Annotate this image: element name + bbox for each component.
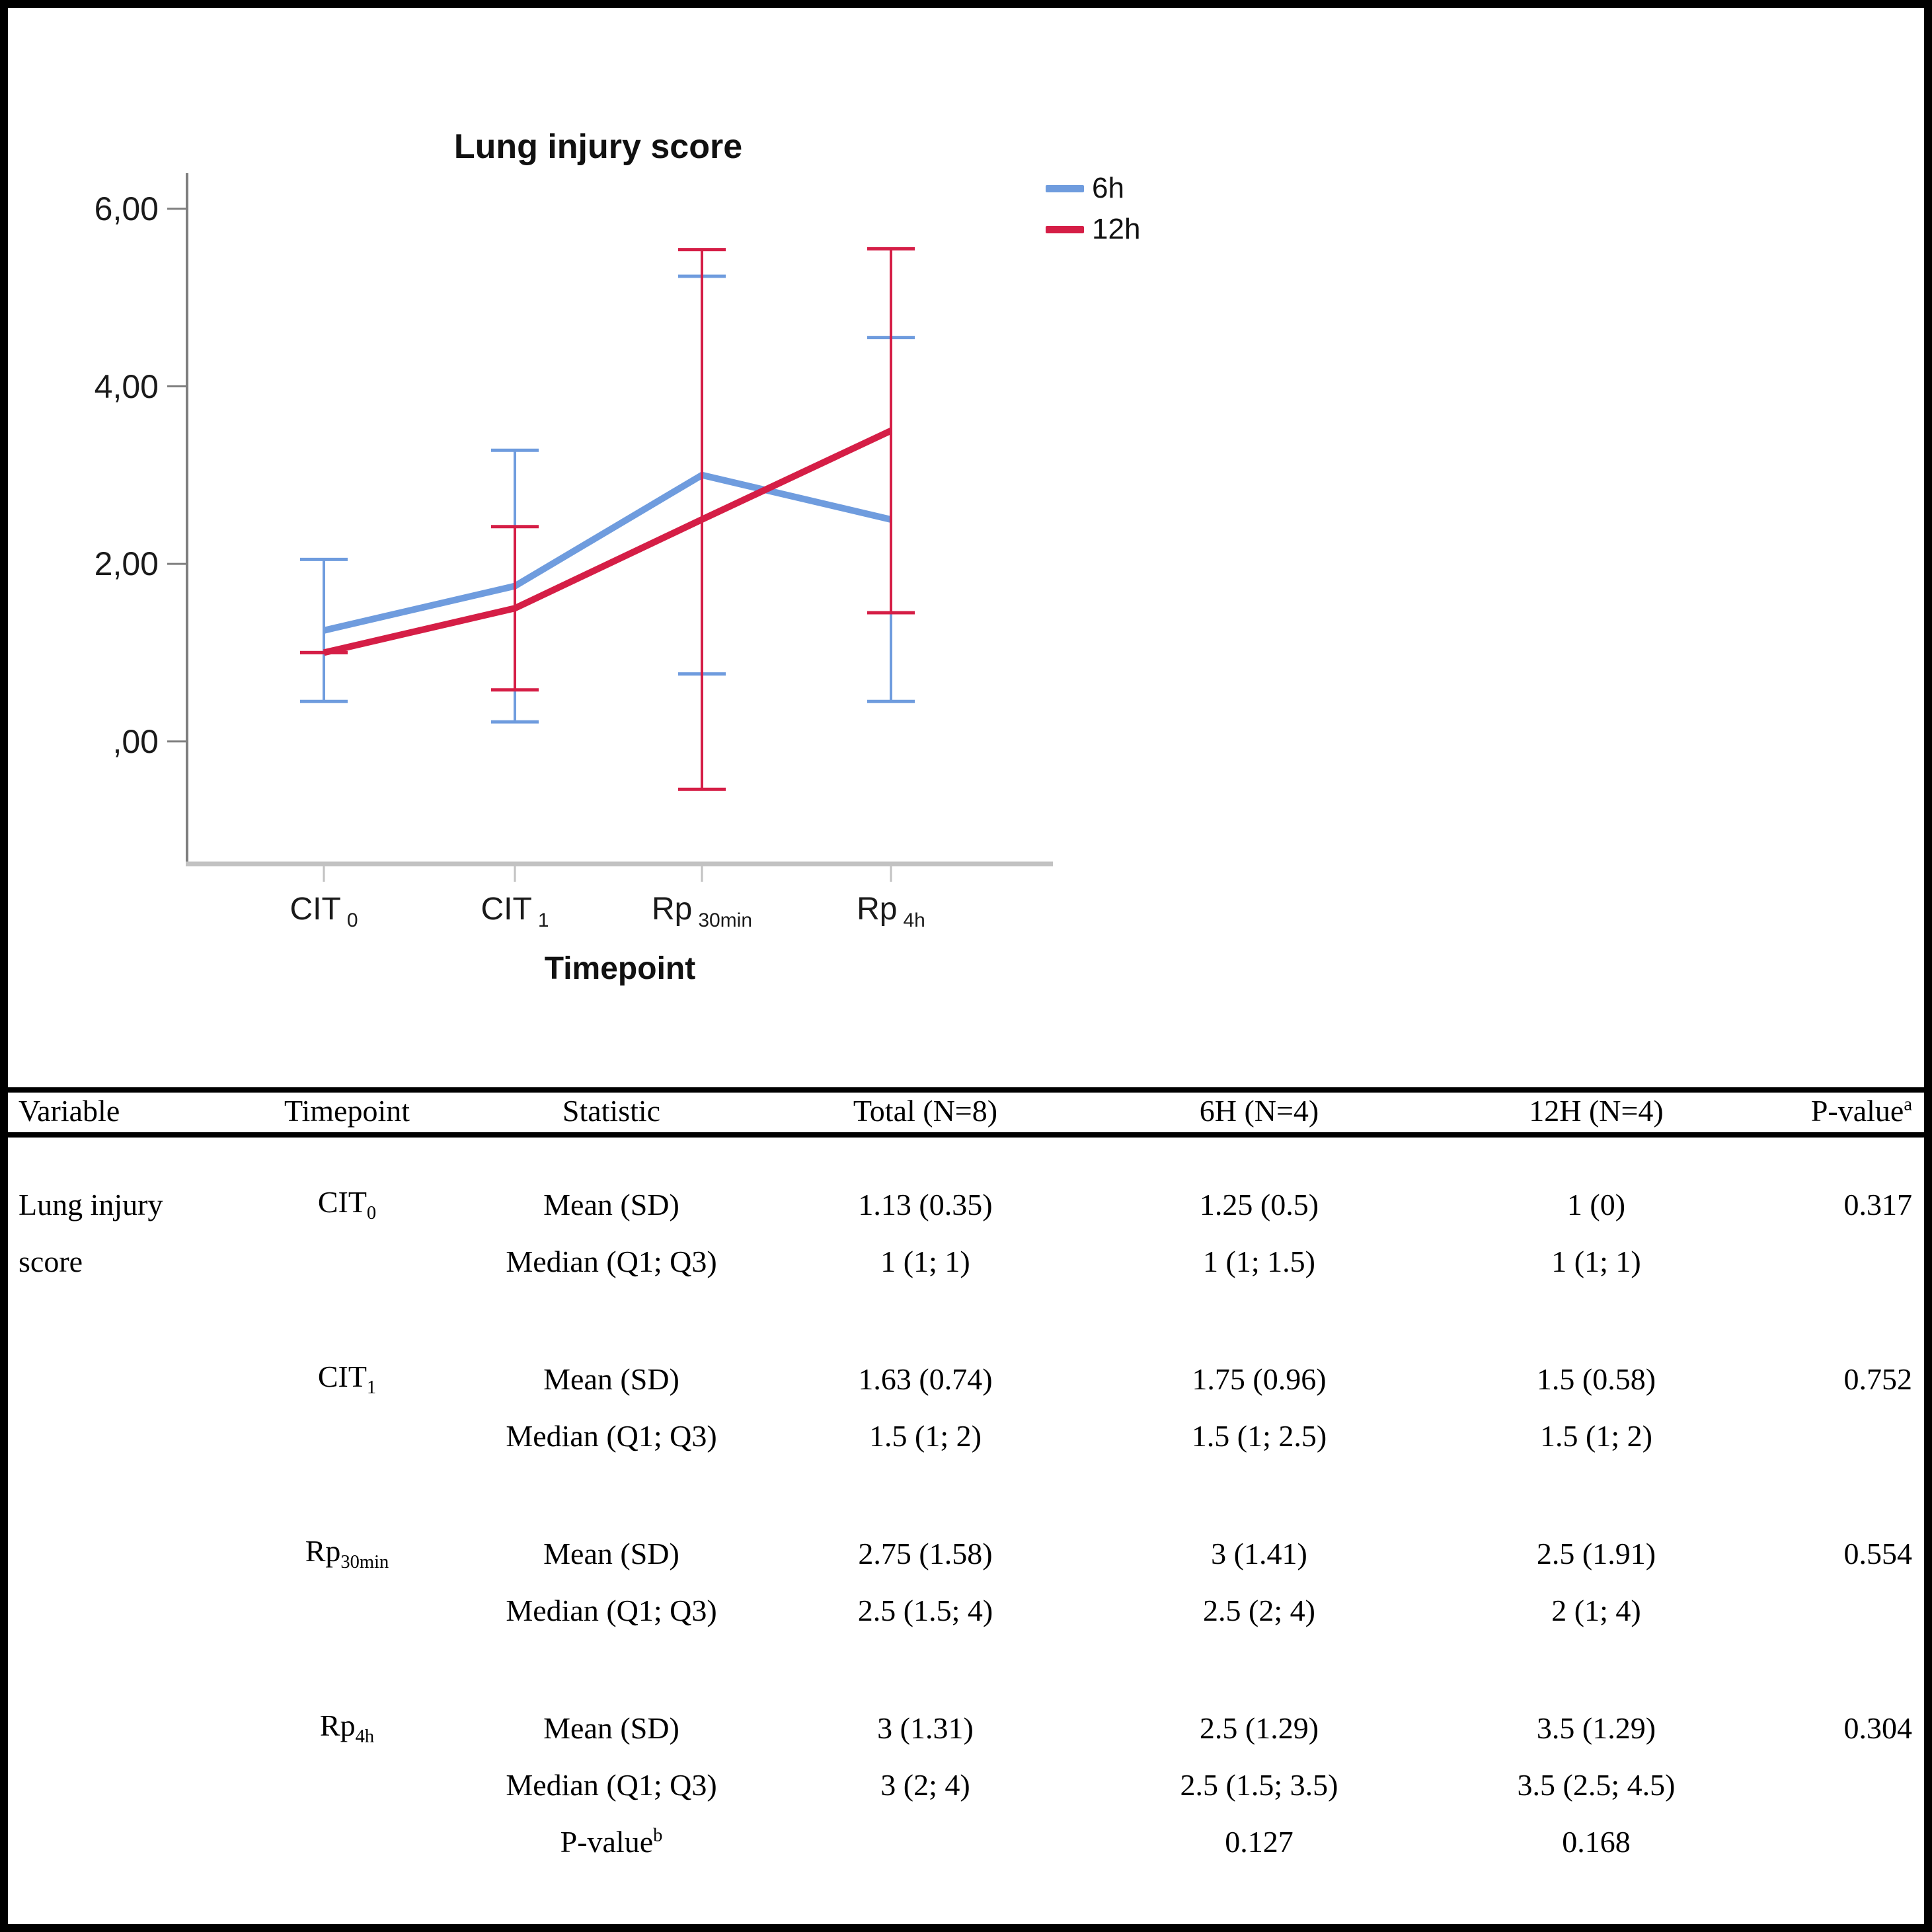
- table-cell: Mean (SD): [543, 1711, 679, 1745]
- table-row: Rp30min Mean (SD) 2.75 (1.58) 3 (1.41) 2.5 (…: [0, 1525, 1932, 1582]
- table-cell: 2.5 (2; 4): [1203, 1593, 1315, 1627]
- y-tick-label-0: ,00: [112, 723, 159, 760]
- table-cell: 1.5 (1; 2): [1540, 1418, 1652, 1453]
- table-group: CIT1 Mean (SD) 1.63 (0.74) 1.75 (0.96) 1.5 (…: [0, 1350, 1932, 1464]
- table-cell: 1 (1; 1): [1551, 1244, 1641, 1278]
- table-group: Rp30min Mean (SD) 2.75 (1.58) 3 (1.41) 2.5 (…: [0, 1525, 1932, 1639]
- table-cell: 1.75 (0.96): [1192, 1362, 1327, 1396]
- table-row: Median (Q1; Q3) 3 (2; 4) 2.5 (1.5; 3.5) 3.5…: [0, 1756, 1932, 1813]
- table-header-rule: [0, 1132, 1932, 1138]
- table-cell: 1.5 (1; 2.5): [1191, 1418, 1327, 1453]
- table-cell: Variable: [19, 1093, 120, 1128]
- table-cell: 0.127: [1225, 1824, 1294, 1859]
- table-cell: 3 (1.31): [877, 1711, 974, 1745]
- table-cell: 1 (1; 1.5): [1203, 1244, 1315, 1278]
- x-tick-label-rp4h: Rp 4h: [857, 892, 925, 931]
- table-group: Rp4h Mean (SD) 3 (1.31) 2.5 (1.29) 3.5 (1.29…: [0, 1699, 1932, 1870]
- table-cell: 0.752: [1843, 1362, 1913, 1396]
- chart-title: Lung injury score: [453, 128, 743, 166]
- table-cell: Median (Q1; Q3): [506, 1418, 717, 1453]
- table-cell: Statistic: [562, 1093, 661, 1128]
- table-row: Median (Q1; Q3) 1.5 (1; 2) 1.5 (1; 2.5) 1.5…: [0, 1407, 1932, 1464]
- table-row: Lung injury CIT0 Mean (SD) 1.13 (0.35) 1.25 …: [0, 1176, 1932, 1233]
- table-row: Median (Q1; Q3) 2.5 (1.5; 4) 2.5 (2; 4) 2 (…: [0, 1582, 1932, 1639]
- table-cell: 1.63 (0.74): [858, 1362, 993, 1396]
- table-cell: 3.5 (1.29): [1536, 1711, 1656, 1745]
- table-cell: 1 (0): [1566, 1187, 1626, 1221]
- table-top-rule: [0, 1087, 1932, 1093]
- table-cell: Median (Q1; Q3): [506, 1593, 717, 1627]
- table-group: Lung injury CIT0 Mean (SD) 1.13 (0.35) 1.25 …: [0, 1176, 1932, 1290]
- table-cell: 1.13 (0.35): [858, 1187, 993, 1221]
- table-cell: Rp4h: [319, 1708, 375, 1748]
- legend-label-12h: 12h: [1092, 213, 1141, 245]
- y-tick-label-4: 4,00: [94, 368, 159, 405]
- table-cell: 0.554: [1843, 1536, 1913, 1570]
- y-tick-label-2: 2,00: [94, 545, 159, 582]
- table-row: Rp4h Mean (SD) 3 (1.31) 2.5 (1.29) 3.5 (1.29…: [0, 1699, 1932, 1756]
- table-cell: 2.5 (1.29): [1199, 1711, 1319, 1745]
- table-cell: Timepoint: [284, 1093, 410, 1128]
- y-tick-label-6: 6,00: [94, 190, 159, 227]
- table-cell: Lung injury: [19, 1187, 163, 1221]
- chart-plot: [167, 173, 1053, 882]
- table-cell: Mean (SD): [543, 1362, 679, 1396]
- table-cell: 2.5 (1.91): [1536, 1536, 1656, 1570]
- table-cell: 3 (2; 4): [880, 1767, 970, 1802]
- chart-legend: 6h 12h: [1046, 172, 1141, 255]
- legend-line-6h: [1046, 184, 1084, 192]
- lung-injury-chart: Lung injury score 6,00 4,00 2,00 ,00 CIT…: [94, 128, 1141, 986]
- table-row: score Median (Q1; Q3) 1 (1; 1) 1 (1; 1.5) 1 …: [0, 1233, 1932, 1290]
- table-cell: CIT0: [317, 1184, 377, 1224]
- table-cell: score: [19, 1244, 83, 1278]
- table-cell: Median (Q1; Q3): [506, 1244, 717, 1278]
- table-cell: 12H (N=4): [1529, 1093, 1664, 1128]
- table-cell: CIT1: [317, 1359, 377, 1399]
- table-cell: 3.5 (2.5; 4.5): [1517, 1767, 1676, 1802]
- table-cell: Rp30min: [305, 1533, 389, 1573]
- x-tick-label-rp30min: Rp 30min: [651, 892, 753, 931]
- table-cell: 1 (1; 1): [880, 1244, 970, 1278]
- table-header: Variable Timepoint Statistic Total (N=8) 6H …: [0, 1091, 1932, 1130]
- table-cell: 0.168: [1562, 1824, 1631, 1859]
- table-cell: Mean (SD): [543, 1536, 679, 1570]
- table-cell: 2.75 (1.58): [858, 1536, 993, 1570]
- legend-label-6h: 6h: [1092, 172, 1124, 204]
- table-cell: 0.317: [1843, 1187, 1913, 1221]
- table-cell: Mean (SD): [543, 1187, 679, 1221]
- x-axis-title: Timepoint: [544, 951, 696, 986]
- table-cell: 0.304: [1843, 1711, 1913, 1745]
- table-cell: 2.5 (1.5; 4): [857, 1593, 993, 1627]
- table-row: CIT1 Mean (SD) 1.63 (0.74) 1.75 (0.96) 1.5 (…: [0, 1350, 1932, 1407]
- table-cell: 6H (N=4): [1199, 1093, 1319, 1128]
- table-row: P-valueb 0.127 0.168: [0, 1813, 1932, 1870]
- stats-table: Lung injury CIT0 Mean (SD) 1.13 (0.35) 1.25 …: [0, 1138, 1932, 1870]
- table-cell: 3 (1.41): [1211, 1536, 1307, 1570]
- x-tick-label-cit0: CIT 0: [290, 892, 358, 931]
- table-cell: 2 (1; 4): [1551, 1593, 1641, 1627]
- x-tick-label-cit1: CIT 1: [481, 892, 549, 931]
- legend-item-6h: 6h: [1046, 172, 1140, 204]
- legend-item-12h: 12h: [1046, 213, 1141, 245]
- table-cell: Total (N=8): [853, 1093, 998, 1128]
- table-cell: Median (Q1; Q3): [506, 1767, 717, 1802]
- legend-line-12h: [1046, 225, 1084, 233]
- table-cell: 1.5 (0.58): [1536, 1362, 1656, 1396]
- table-cell: 1.25 (0.5): [1199, 1187, 1319, 1221]
- table-cell: P-valueb: [560, 1824, 663, 1859]
- table-header-row: Variable Timepoint Statistic Total (N=8) 6H …: [0, 1091, 1932, 1130]
- table-cell: P-valuea: [1810, 1093, 1912, 1128]
- table-cell: 2.5 (1.5; 3.5): [1180, 1767, 1338, 1802]
- table-cell: 1.5 (1; 2): [869, 1418, 982, 1453]
